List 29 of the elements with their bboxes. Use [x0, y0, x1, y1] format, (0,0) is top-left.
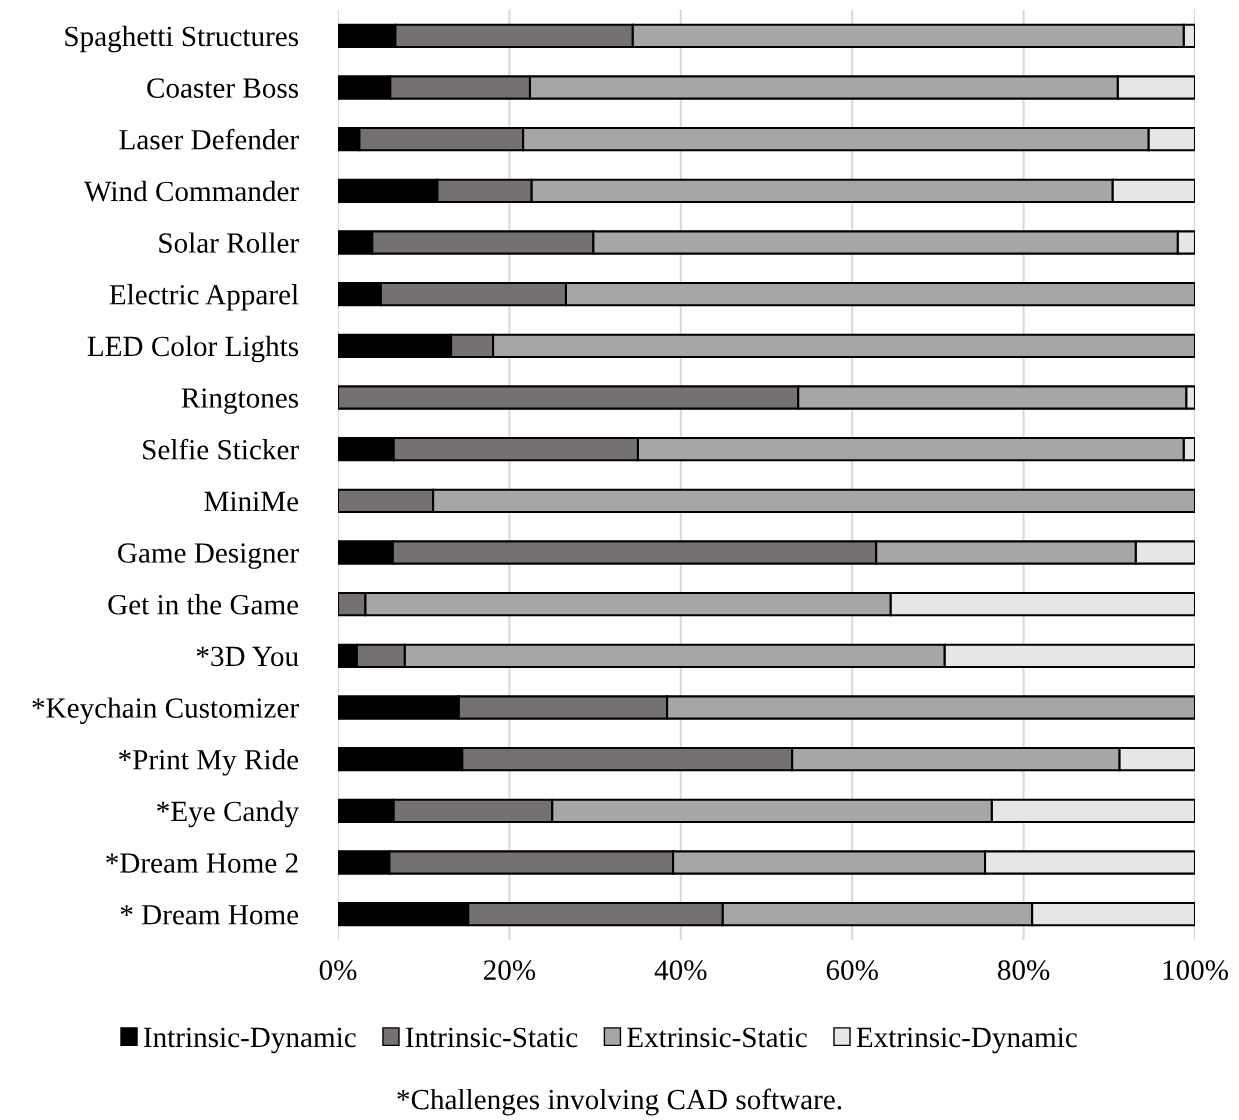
y-tick-label: Ringtones	[181, 388, 299, 414]
y-tick-label: Electric Apparel	[109, 284, 299, 311]
legend-label: Extrinsic-Static	[627, 1027, 807, 1048]
legend-label: Extrinsic-Dynamic	[856, 1027, 1077, 1054]
legend-label: Intrinsic-Static	[405, 1027, 578, 1048]
x-tick-label: 100%	[1163, 960, 1229, 981]
y-tick-label: Solar Roller	[159, 232, 299, 253]
legend-label: Intrinsic-Dynamic	[143, 1027, 356, 1054]
y-tick-label: Laser Defender	[119, 128, 299, 150]
y-tick-label: Get in the Game	[108, 594, 299, 615]
y-tick-label: Game Designer	[118, 543, 299, 569]
y-tick-label: Selfie Sticker	[143, 438, 299, 460]
y-tick-label: Spaghetti Structures	[65, 25, 299, 53]
y-tick-label: Coaster Boss	[147, 78, 299, 98]
y-tick-label: Wind Commander	[84, 180, 299, 202]
x-tick-label: 20%	[483, 960, 536, 981]
y-tick-label: *Keychain Customizer	[32, 697, 299, 724]
x-tick-label: 60%	[826, 960, 878, 981]
y-tick-label: *Eye Candy	[157, 800, 299, 828]
x-tick-label: 80%	[997, 960, 1050, 981]
y-tick-label: MiniMe	[204, 491, 299, 512]
y-tick-label: *Dream Home 2	[106, 853, 298, 873]
text: *Challenges involving CAD software.	[397, 1088, 842, 1116]
y-tick-label: *3D You	[196, 646, 299, 667]
y-tick-label: *Print My Ride	[119, 749, 299, 776]
y-tick-label: LED Color Lights	[87, 335, 299, 363]
y-tick-label: * Dream Home	[120, 905, 299, 925]
x-tick-label: 40%	[654, 960, 707, 981]
x-tick-label: 0%	[319, 960, 357, 981]
